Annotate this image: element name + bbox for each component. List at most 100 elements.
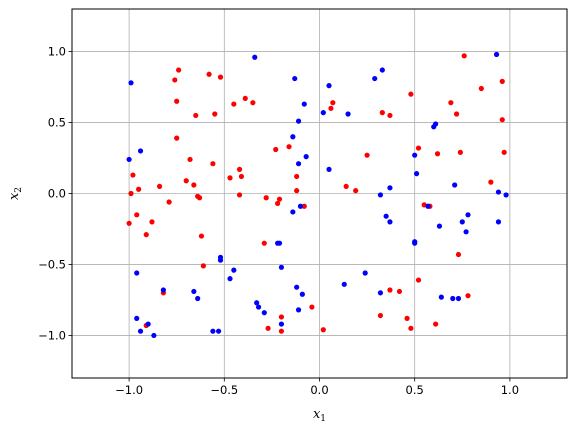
data-point (128, 80, 134, 86)
data-point (134, 270, 140, 276)
data-point (503, 192, 509, 198)
data-point (387, 219, 393, 225)
data-point (195, 295, 201, 302)
data-point (501, 149, 507, 155)
data-point (387, 287, 393, 293)
data-point (379, 67, 385, 73)
y-tick-label: 0.5 (48, 116, 66, 130)
data-point (377, 192, 384, 198)
data-point (128, 190, 134, 197)
x-tick-label: 0.0 (310, 383, 328, 397)
data-point (362, 270, 368, 276)
x-axis-label: x1 (313, 407, 326, 424)
data-point (261, 310, 267, 316)
data-point (387, 185, 393, 191)
data-point (174, 135, 180, 141)
data-point (434, 151, 441, 157)
y-tick-label: 0.0 (48, 187, 66, 201)
data-point (254, 300, 260, 306)
axis-ticks: −1.0 −0.5 0.0 0.5 1.0 −1.0 −0.5 0.0 0.5 1.0 (38, 45, 519, 397)
data-point (412, 152, 418, 158)
x-tick-label: 1.0 (501, 383, 519, 397)
data-point (292, 75, 298, 82)
data-point (297, 203, 304, 209)
data-point (408, 325, 414, 331)
data-point (465, 293, 471, 299)
data-point (404, 315, 410, 321)
data-point (261, 240, 267, 246)
data-point (320, 110, 326, 116)
data-point (320, 327, 326, 333)
data-point (294, 284, 300, 290)
data-point (250, 100, 256, 106)
data-point (328, 105, 334, 111)
data-point (275, 200, 281, 207)
x-tick-label: 0.5 (406, 383, 424, 397)
data-point (364, 152, 370, 158)
data-point (206, 71, 212, 77)
data-point (227, 175, 233, 181)
data-point (130, 172, 136, 178)
data-point (166, 199, 172, 205)
data-point (265, 325, 271, 331)
data-point (341, 281, 347, 287)
data-point (436, 223, 443, 229)
data-point (231, 267, 237, 273)
data-point (493, 51, 500, 58)
data-point (457, 149, 463, 155)
data-point (455, 295, 462, 302)
data-point (499, 117, 505, 123)
data-point (273, 146, 279, 153)
data-point (149, 219, 155, 225)
data-point (330, 100, 336, 106)
data-point (145, 321, 151, 327)
data-point (212, 111, 218, 117)
data-point (408, 91, 414, 97)
data-point (294, 188, 300, 194)
data-point (488, 179, 494, 185)
data-point (217, 74, 224, 80)
data-point (343, 183, 349, 190)
data-points (126, 51, 509, 339)
data-point (193, 112, 199, 119)
data-point (276, 240, 283, 246)
data-point (136, 186, 142, 192)
data-point (137, 148, 144, 154)
data-point (295, 118, 302, 124)
data-point (301, 203, 307, 209)
data-point (455, 251, 462, 258)
data-point (263, 195, 269, 201)
data-point (210, 161, 216, 167)
data-point (215, 328, 222, 334)
data-point (463, 229, 469, 235)
data-point (278, 328, 285, 334)
data-point (448, 100, 454, 106)
data-point (387, 112, 393, 119)
data-point (210, 328, 216, 334)
data-point (383, 213, 389, 219)
data-point (290, 209, 296, 215)
data-point (278, 314, 285, 320)
data-point (278, 264, 285, 270)
data-point (465, 212, 471, 218)
data-point (143, 232, 149, 238)
data-point (183, 178, 189, 184)
data-point (278, 321, 285, 327)
data-point (295, 161, 302, 167)
data-point (353, 188, 359, 194)
data-point (227, 276, 233, 282)
data-point (198, 233, 205, 239)
data-point (452, 182, 458, 188)
data-point (396, 288, 403, 295)
data-point (137, 328, 144, 334)
data-point (326, 83, 332, 89)
data-point (290, 134, 296, 140)
data-point (174, 98, 180, 104)
data-point (238, 173, 245, 180)
data-point (187, 156, 193, 163)
data-point (200, 263, 206, 269)
y-tick-label: 1.0 (48, 45, 66, 59)
data-point (377, 312, 384, 319)
data-point (301, 101, 307, 107)
